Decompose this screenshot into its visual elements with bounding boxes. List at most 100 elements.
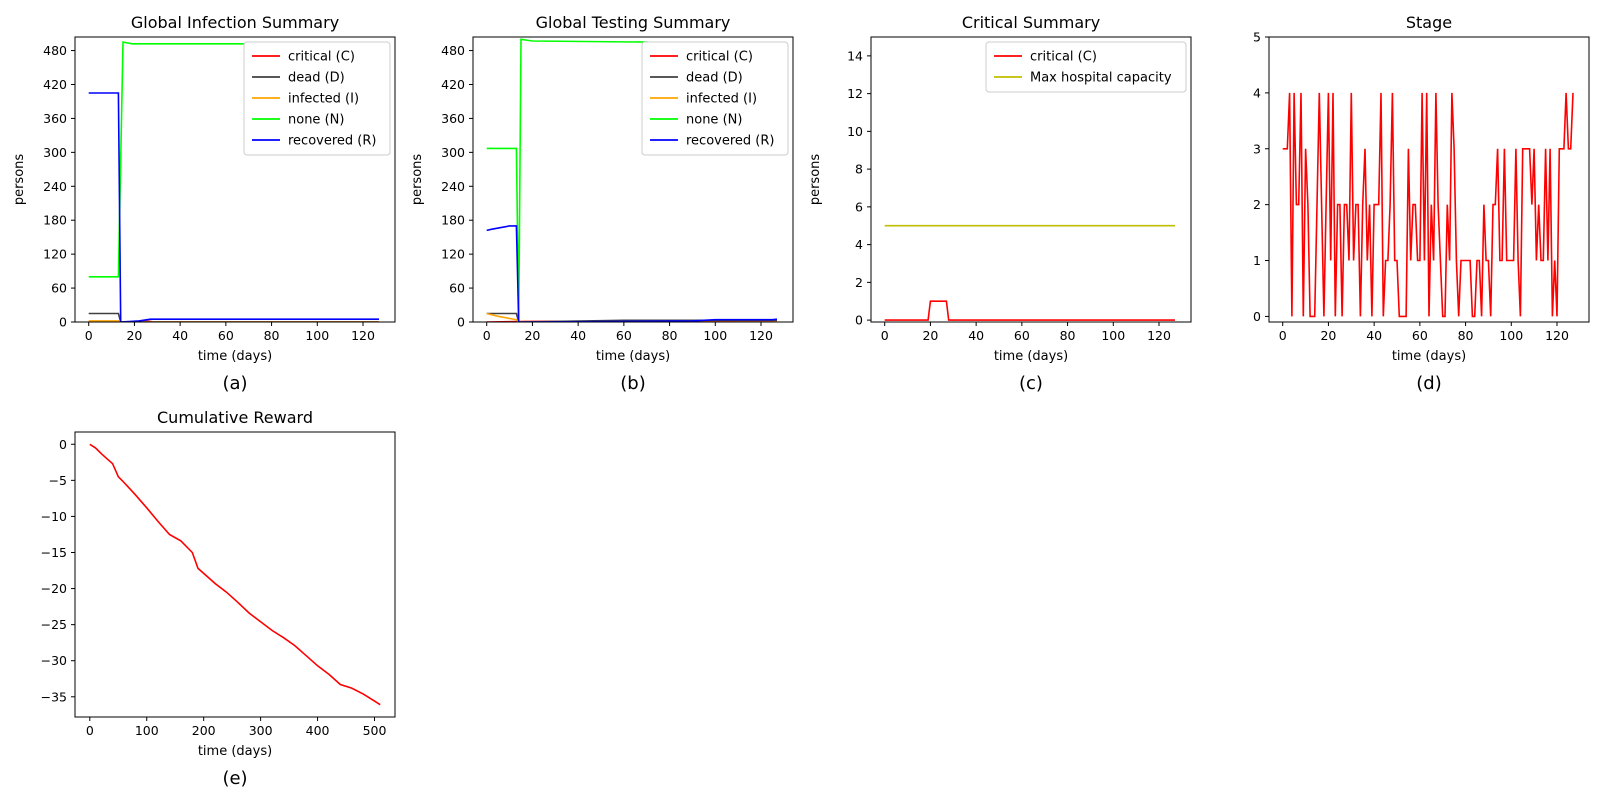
legend-label: recovered (R) [686, 134, 774, 149]
y-tick-label: 420 [43, 77, 67, 92]
y-tick-label: 180 [43, 213, 67, 228]
y-tick-label: 6 [855, 199, 863, 214]
y-tick-label: 8 [855, 162, 863, 177]
x-tick-label: 0 [881, 328, 889, 343]
axes-frame [74, 431, 396, 718]
chart-panel-5: Cumulative Reward 0 100 200 300 400 500 0 −5 −10 −… [41, 408, 396, 789]
y-tick-label: 360 [43, 111, 67, 126]
y-tick-label: −10 [41, 509, 67, 524]
panel-caption: (c) [1019, 373, 1043, 394]
y-tick-label: 360 [441, 111, 465, 126]
legend-label: critical (C) [1030, 50, 1097, 65]
y-tick-label: −35 [41, 689, 67, 704]
legend-label: Max hospital capacity [1030, 71, 1172, 86]
y-tick-label: 3 [1253, 141, 1261, 156]
x-tick-label: 60 [1412, 328, 1428, 343]
series-line-infected [88, 320, 379, 322]
chart-title: Global Infection Summary [131, 13, 339, 32]
y-tick-label: 10 [847, 124, 863, 139]
axes-frame [74, 36, 396, 323]
x-axis-label: time (days) [198, 744, 272, 759]
y-tick-label: −15 [41, 545, 67, 560]
y-tick-label: 14 [847, 48, 863, 63]
legend-label: infected (I) [686, 92, 757, 107]
panel-caption: (b) [620, 373, 645, 394]
x-tick-label: 400 [306, 723, 330, 738]
chart-title: Critical Summary [962, 13, 1100, 32]
y-tick-label: −25 [41, 617, 67, 632]
x-tick-label: 120 [351, 328, 375, 343]
x-axis-label: time (days) [596, 349, 670, 364]
y-tick-label: −5 [49, 473, 67, 488]
y-tick-label: −20 [41, 581, 67, 596]
x-axis-label: time (days) [1392, 349, 1466, 364]
y-tick-label: 240 [441, 179, 465, 194]
y-tick-label: 0 [1253, 309, 1261, 324]
x-tick-label: 20 [126, 328, 142, 343]
panel-caption: (e) [222, 768, 247, 789]
x-tick-label: 40 [570, 328, 586, 343]
y-tick-label: 120 [43, 247, 67, 262]
x-tick-label: 20 [524, 328, 540, 343]
y-tick-label: 420 [441, 77, 465, 92]
legend: critical (C) Max hospital capacity [985, 41, 1187, 93]
axes-frame [472, 36, 794, 323]
legend-label: dead (D) [288, 71, 345, 86]
y-tick-label: 180 [441, 213, 465, 228]
y-tick-label: 2 [855, 275, 863, 290]
y-tick-label: 1 [1253, 253, 1261, 268]
series-line-dead [88, 312, 379, 322]
y-tick-label: 120 [441, 247, 465, 262]
legend-label: none (N) [288, 113, 344, 128]
x-tick-label: 120 [1147, 328, 1171, 343]
x-tick-label: 0 [86, 723, 94, 738]
x-tick-label: 80 [1458, 328, 1474, 343]
y-tick-label: 2 [1253, 197, 1261, 212]
legend-label: recovered (R) [288, 134, 376, 149]
axes-frame [870, 36, 1192, 323]
x-tick-label: 20 [922, 328, 938, 343]
x-tick-label: 80 [662, 328, 678, 343]
chart-title: Stage [1406, 13, 1452, 32]
y-tick-label: 0 [59, 437, 67, 452]
legend: critical (C) dead (D) infected (I) none (N)… [243, 41, 391, 156]
series-line-infected [486, 312, 777, 322]
y-tick-label: 12 [847, 86, 863, 101]
x-tick-label: 100 [135, 723, 159, 738]
y-tick-label: 5 [1253, 30, 1261, 45]
series-line-recovered [486, 225, 778, 322]
x-tick-label: 0 [483, 328, 491, 343]
x-tick-label: 300 [249, 723, 273, 738]
y-axis-label: persons [808, 154, 823, 206]
y-tick-label: 480 [43, 43, 67, 58]
legend-label: none (N) [686, 113, 742, 128]
x-tick-label: 40 [172, 328, 188, 343]
series-line-none [88, 41, 379, 278]
axes-frame [1268, 36, 1590, 323]
x-tick-label: 40 [968, 328, 984, 343]
x-tick-label: 80 [1060, 328, 1076, 343]
y-tick-label: 300 [43, 145, 67, 160]
y-tick-label: −30 [41, 653, 67, 668]
legend-box [985, 41, 1187, 93]
y-tick-label: 60 [449, 281, 465, 296]
chart-panel-3: Critical Summary 0 20 40 60 80 100 120 0 2 4 6 8 10 12… [808, 13, 1192, 394]
legend: critical (C) dead (D) infected (I) none (N)… [641, 41, 789, 156]
series-line-line [1282, 92, 1574, 318]
x-tick-label: 100 [305, 328, 329, 343]
x-tick-label: 0 [1279, 328, 1287, 343]
x-tick-label: 60 [218, 328, 234, 343]
series-line-critical [884, 300, 1175, 321]
legend-box [243, 41, 391, 156]
legend-label: critical (C) [288, 50, 355, 65]
x-tick-label: 60 [616, 328, 632, 343]
legend-box [641, 41, 789, 156]
x-tick-label: 120 [749, 328, 773, 343]
x-tick-label: 0 [85, 328, 93, 343]
y-axis-label: persons [12, 154, 27, 206]
y-tick-label: 480 [441, 43, 465, 58]
x-tick-label: 40 [1366, 328, 1382, 343]
x-tick-label: 200 [192, 723, 216, 738]
y-tick-label: 4 [855, 237, 863, 252]
